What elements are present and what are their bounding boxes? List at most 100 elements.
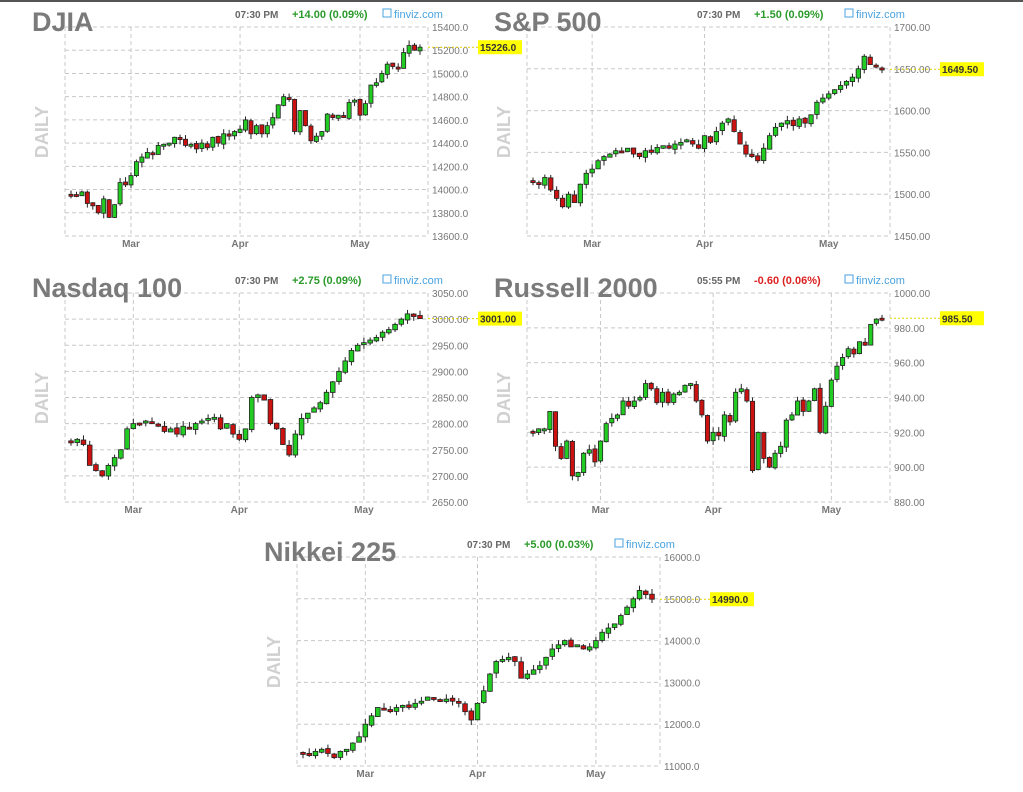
y-tick-label: 14600.0 xyxy=(432,116,469,127)
candle xyxy=(317,400,324,413)
candle-body xyxy=(696,144,702,149)
candle xyxy=(68,438,74,446)
candle xyxy=(800,397,806,417)
candle-body xyxy=(873,318,879,324)
candle-body xyxy=(166,142,172,146)
y-tick-label: 2950.00 xyxy=(432,341,469,352)
candle-body xyxy=(659,391,665,403)
candle xyxy=(873,63,879,69)
candle-body xyxy=(643,590,649,596)
candle xyxy=(678,138,684,150)
candle xyxy=(144,147,150,159)
candle xyxy=(761,431,767,464)
candle-body xyxy=(139,156,145,163)
y-tick-label: 14000.0 xyxy=(664,637,701,648)
candle xyxy=(738,383,744,395)
candle xyxy=(580,644,587,650)
candle xyxy=(828,378,834,408)
candle xyxy=(90,202,96,210)
candle-body xyxy=(105,465,112,477)
candle xyxy=(93,462,99,472)
candle-body xyxy=(595,160,601,170)
candle xyxy=(505,652,512,663)
candle-body xyxy=(379,331,386,338)
candle-body xyxy=(676,391,682,396)
candle-body xyxy=(150,152,156,156)
x-tick-label: Apr xyxy=(469,769,486,780)
chart-svg: 13600.0 13800.0 14000.0 14200.0 14400.0 14600… xyxy=(32,7,522,250)
candle xyxy=(105,463,112,480)
x-tick-label: Mar xyxy=(122,239,140,250)
candle xyxy=(242,428,249,443)
candle-body xyxy=(733,391,739,422)
candle xyxy=(210,136,216,151)
candle xyxy=(379,330,386,342)
candle-body xyxy=(172,136,178,145)
candle xyxy=(183,135,188,148)
candle-body xyxy=(536,428,542,433)
candle-body xyxy=(167,428,174,433)
price-change: -0.60 (0.06%) xyxy=(754,275,821,287)
candle-body xyxy=(155,423,161,427)
candle xyxy=(554,186,560,201)
candle-body xyxy=(224,423,230,429)
candle-body xyxy=(292,433,299,456)
candle xyxy=(814,99,820,120)
candle-body xyxy=(398,318,405,325)
candle xyxy=(368,713,375,728)
candle xyxy=(384,61,390,79)
candle-body xyxy=(789,414,795,421)
candle xyxy=(541,427,547,435)
candle xyxy=(155,422,161,428)
candle-body xyxy=(188,143,194,147)
candle-body xyxy=(323,391,330,405)
candle xyxy=(193,140,199,154)
candle-body xyxy=(790,119,796,127)
candle xyxy=(707,135,714,145)
candle xyxy=(381,703,387,711)
candle-body xyxy=(177,137,183,141)
candle xyxy=(143,419,149,427)
candle xyxy=(474,702,481,721)
candle-body xyxy=(346,102,352,119)
candle xyxy=(211,413,218,423)
candle-body xyxy=(318,748,325,753)
candle xyxy=(118,449,124,460)
candle xyxy=(323,389,330,405)
candle xyxy=(404,309,411,324)
candle xyxy=(755,152,761,164)
candle-body xyxy=(375,707,381,717)
candle xyxy=(101,195,107,219)
candle-body xyxy=(586,449,592,454)
candle-body xyxy=(868,323,874,346)
candle-body xyxy=(118,449,124,459)
candle xyxy=(589,164,595,177)
candle xyxy=(855,65,861,83)
candle xyxy=(682,384,688,393)
candle xyxy=(264,121,270,138)
candle-body xyxy=(493,661,499,674)
y-tick-label: 2750.00 xyxy=(432,446,469,457)
candle xyxy=(192,421,199,435)
candle-body xyxy=(406,45,412,54)
candle xyxy=(565,191,572,209)
candle-body xyxy=(699,399,705,416)
candle xyxy=(719,120,725,136)
candle xyxy=(749,149,755,158)
candle-body xyxy=(713,131,719,143)
candle xyxy=(335,114,341,122)
candle xyxy=(789,411,795,422)
candle xyxy=(862,338,868,346)
candle xyxy=(313,132,319,143)
candle-body xyxy=(186,426,193,430)
x-tick-label: Apr xyxy=(231,505,248,516)
candle-body xyxy=(215,136,221,144)
candle xyxy=(834,361,840,383)
candle-body xyxy=(84,191,90,204)
candle xyxy=(417,310,423,320)
candle-body xyxy=(95,204,101,214)
candle-body xyxy=(342,360,348,373)
candle-body xyxy=(298,417,305,436)
candle-body xyxy=(286,444,292,456)
y-tick-label: 2700.00 xyxy=(432,472,469,483)
